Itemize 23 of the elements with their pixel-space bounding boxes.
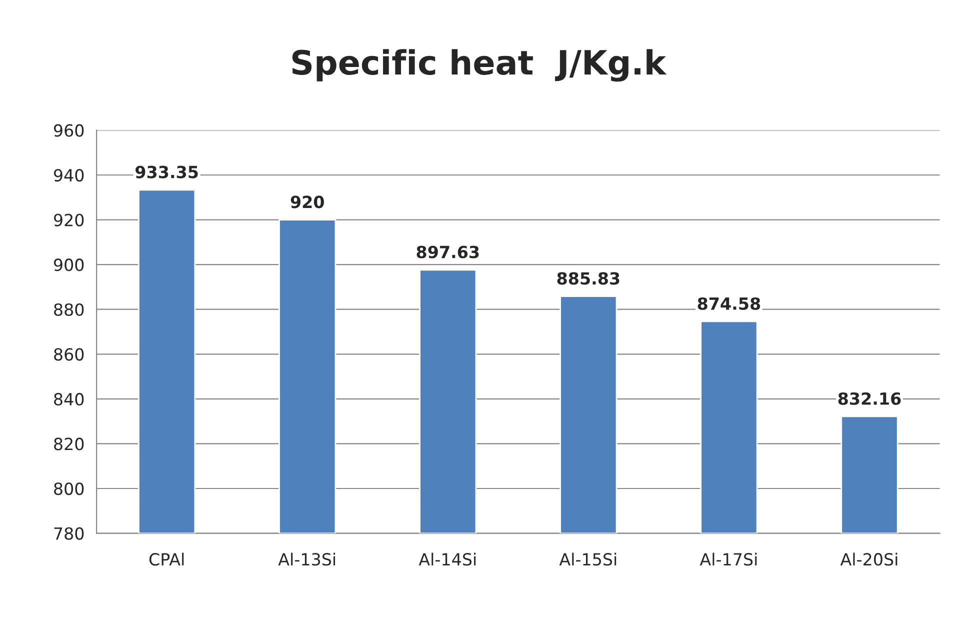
data-label: 933.35 (136, 166, 198, 178)
x-tick-label: CPAl (149, 552, 184, 566)
y-tick-label: 920 (54, 214, 84, 226)
x-tick-label: Al-17Si (700, 552, 757, 566)
y-tick-label: 880 (54, 303, 84, 316)
x-tick-label: Al-15Si (559, 552, 616, 566)
y-tick-label: 780 (54, 527, 84, 540)
x-tick-label: Al-14Si (418, 552, 476, 566)
x-tick-label: Al-20Si (840, 552, 898, 566)
y-tick-label: 860 (54, 348, 84, 361)
data-label: 832.16 (838, 392, 901, 405)
x-tick-label: Al-13Si (278, 552, 336, 566)
data-label: 874.58 (698, 297, 760, 310)
data-label: 885.83 (557, 272, 620, 285)
y-tick-label: 800 (54, 482, 84, 496)
y-tick-label: 820 (54, 438, 84, 450)
y-tick-label: 960 (54, 124, 84, 137)
y-tick-label: 900 (54, 258, 84, 272)
data-label: 920 (290, 196, 324, 208)
y-tick-label: 840 (54, 392, 84, 406)
chart-title: Specific heat J/Kg.k (292, 49, 667, 82)
y-tick-label: 940 (54, 168, 84, 182)
data-label: 897.63 (416, 246, 479, 258)
